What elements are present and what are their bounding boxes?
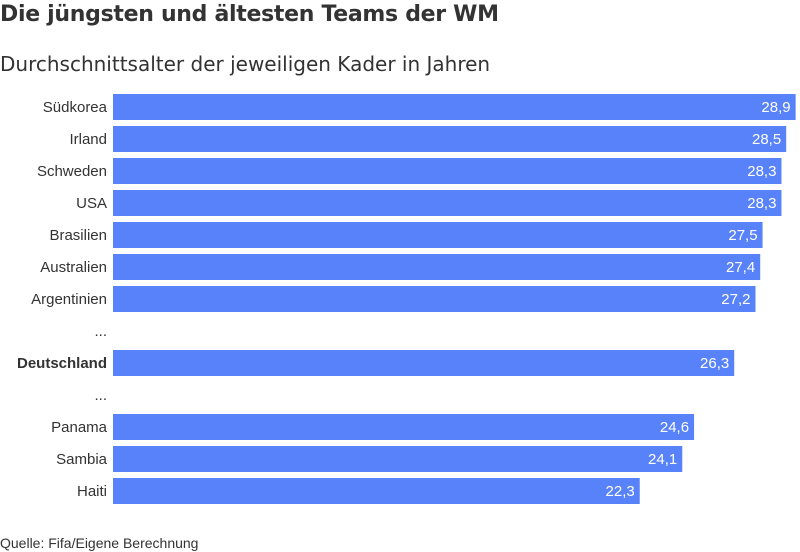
category-label: Schweden bbox=[37, 163, 107, 180]
bar bbox=[113, 254, 761, 280]
category-label: Irland bbox=[69, 131, 107, 148]
value-label: 27,5 bbox=[728, 227, 757, 244]
bar bbox=[113, 158, 782, 184]
value-label: 27,2 bbox=[721, 291, 750, 308]
value-label: 28,5 bbox=[752, 131, 781, 148]
bar bbox=[113, 446, 683, 472]
bar bbox=[113, 222, 763, 248]
bar bbox=[113, 350, 735, 376]
category-label: Australien bbox=[40, 259, 107, 276]
category-label: USA bbox=[76, 195, 107, 212]
value-label: 22,3 bbox=[606, 483, 635, 500]
bar bbox=[113, 414, 695, 440]
value-label: 28,3 bbox=[747, 163, 776, 180]
chart-subtitle: Durchschnittsalter der jeweiligen Kader … bbox=[0, 52, 491, 76]
value-label: 28,9 bbox=[761, 99, 790, 116]
category-label: ... bbox=[94, 387, 107, 404]
category-label: Südkorea bbox=[43, 99, 108, 116]
category-label: Haiti bbox=[77, 483, 107, 500]
category-label: Panama bbox=[51, 419, 108, 436]
bar bbox=[113, 94, 796, 120]
category-label: Deutschland bbox=[17, 355, 107, 372]
bar bbox=[113, 286, 756, 312]
bar bbox=[113, 126, 787, 152]
value-label: 26,3 bbox=[700, 355, 729, 372]
bar-chart: Südkorea 28,9 Irland 28,5 Schweden 28,3 USA 28,… bbox=[17, 94, 796, 504]
bar bbox=[113, 190, 782, 216]
category-label: Sambia bbox=[56, 451, 108, 468]
value-label: 24,1 bbox=[648, 451, 677, 468]
category-label: Brasilien bbox=[49, 227, 107, 244]
chart-title: Die jüngsten und ältesten Teams der WM bbox=[0, 2, 499, 27]
category-label: ... bbox=[94, 323, 107, 340]
value-label: 28,3 bbox=[747, 195, 776, 212]
value-label: 24,6 bbox=[660, 419, 689, 436]
bar bbox=[113, 478, 640, 504]
source-note: Quelle: Fifa/Eigene Berechnung bbox=[0, 535, 199, 551]
category-label: Argentinien bbox=[31, 291, 107, 308]
value-label: 27,4 bbox=[726, 259, 755, 276]
